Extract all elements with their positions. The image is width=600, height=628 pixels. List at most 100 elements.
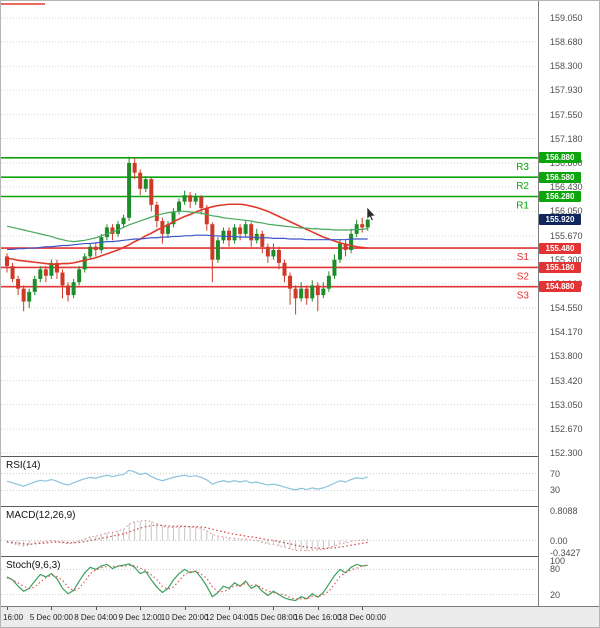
- price-tick-label: 158.680: [550, 36, 583, 47]
- stoch-tick-label: 100: [550, 556, 566, 566]
- candle-up[interactable]: [38, 269, 43, 279]
- candle-down[interactable]: [138, 172, 143, 189]
- candle-up[interactable]: [177, 201, 182, 212]
- candle-up[interactable]: [71, 282, 76, 296]
- candle-up[interactable]: [27, 291, 32, 302]
- candle-down[interactable]: [282, 262, 287, 276]
- stoch-pane[interactable]: Stoch(9,6,3): [1, 556, 538, 606]
- candle-up[interactable]: [321, 288, 326, 296]
- time-tick-mark: [273, 607, 275, 610]
- price-tick-label: 154.550: [550, 302, 583, 313]
- candle-down[interactable]: [149, 179, 154, 205]
- candle-up[interactable]: [271, 249, 276, 257]
- support-price-tag: 155.480: [539, 242, 581, 254]
- price-tick-label: 156.430: [550, 181, 583, 192]
- candle-down[interactable]: [260, 233, 265, 247]
- candle-down[interactable]: [110, 227, 115, 234]
- candle-down[interactable]: [304, 288, 309, 299]
- candle-down[interactable]: [210, 224, 215, 260]
- candle-down[interactable]: [93, 246, 98, 250]
- candle-down[interactable]: [238, 227, 243, 234]
- candle-down[interactable]: [54, 262, 59, 273]
- rsi-pane[interactable]: RSI(14): [1, 456, 538, 506]
- candle-up[interactable]: [143, 179, 148, 189]
- candle-down[interactable]: [60, 272, 65, 286]
- candle-down[interactable]: [276, 249, 281, 263]
- macd-pane[interactable]: MACD(12,26,9): [1, 506, 538, 556]
- candle-down[interactable]: [360, 224, 365, 228]
- candle-up[interactable]: [243, 224, 248, 234]
- time-tick-label: 16 Dec 16:00: [294, 613, 342, 622]
- price-tick-label: 157.180: [550, 133, 583, 144]
- candle-up[interactable]: [99, 237, 104, 250]
- candle-up[interactable]: [232, 227, 237, 241]
- resistance-label: R2: [516, 181, 529, 192]
- candle-down[interactable]: [66, 285, 71, 296]
- rsi-label: RSI(14): [6, 460, 41, 471]
- price-tick-label: 158.300: [550, 61, 583, 72]
- rsi-tick-label: 70: [550, 468, 561, 479]
- stoch-tick-label: 20: [550, 589, 561, 600]
- candle-up[interactable]: [165, 224, 170, 234]
- candle-up[interactable]: [121, 217, 126, 225]
- price-tick-label: 155.670: [550, 230, 583, 241]
- macd-canvas[interactable]: [1, 507, 538, 556]
- candle-down[interactable]: [199, 196, 204, 209]
- candle-up[interactable]: [365, 219, 370, 228]
- candle-up[interactable]: [127, 162, 132, 218]
- candle-up[interactable]: [332, 259, 337, 276]
- candle-up[interactable]: [171, 211, 176, 225]
- price-tick-label: 156.050: [550, 206, 583, 217]
- candle-up[interactable]: [77, 269, 82, 283]
- candle-down[interactable]: [204, 208, 209, 225]
- candle-up[interactable]: [82, 256, 87, 270]
- candle-up[interactable]: [310, 285, 315, 299]
- candle-down[interactable]: [343, 243, 348, 250]
- candle-down[interactable]: [21, 288, 26, 302]
- candle-down[interactable]: [249, 224, 254, 241]
- candle-up[interactable]: [104, 227, 109, 238]
- candle-up[interactable]: [338, 243, 342, 260]
- candle-up[interactable]: [32, 278, 37, 292]
- time-tick-label: 16:00: [3, 613, 24, 622]
- candle-up[interactable]: [193, 196, 198, 202]
- candle-down[interactable]: [154, 204, 159, 221]
- time-tick-mark: [229, 607, 230, 610]
- ma-red: [6, 203, 368, 265]
- cursor-icon: [366, 206, 376, 222]
- candle-down[interactable]: [132, 162, 137, 173]
- candle-down[interactable]: [43, 269, 48, 276]
- candle-up[interactable]: [116, 224, 120, 234]
- candle-up[interactable]: [349, 233, 354, 250]
- candle-down[interactable]: [293, 288, 298, 299]
- candle-down[interactable]: [5, 256, 9, 267]
- time-tick-mark: [140, 607, 142, 610]
- candle-up[interactable]: [254, 233, 259, 241]
- macd-tick-label: -0.3427: [550, 548, 581, 558]
- candle-down[interactable]: [10, 266, 15, 279]
- candle-down[interactable]: [288, 275, 293, 289]
- candle-down[interactable]: [16, 278, 21, 289]
- time-tick-label: 5 Dec 00:00: [29, 613, 73, 622]
- price-tick-label: 153.050: [550, 399, 583, 410]
- candle-up[interactable]: [49, 262, 54, 276]
- time-tick-label: 8 Dec 04:00: [74, 613, 118, 622]
- candle-up[interactable]: [221, 230, 226, 241]
- candle-up[interactable]: [182, 195, 187, 202]
- candle-up[interactable]: [88, 246, 93, 257]
- candle-up[interactable]: [215, 240, 220, 260]
- time-tick-label: 18 Dec 00:00: [338, 613, 386, 622]
- candle-up[interactable]: [326, 275, 331, 289]
- candle-down[interactable]: [265, 246, 270, 257]
- time-tick-label: 15 Dec 08:00: [249, 613, 298, 622]
- price-pane[interactable]: R3 R2 R1 S1 S2 S3: [1, 1, 538, 456]
- rsi-canvas[interactable]: [1, 457, 538, 506]
- resistance-label: R1: [516, 201, 529, 212]
- candle-up[interactable]: [299, 288, 304, 299]
- price-chart-canvas[interactable]: R3 R2 R1 S1 S2 S3: [1, 1, 538, 456]
- stoch-canvas[interactable]: [1, 557, 538, 606]
- candle-down[interactable]: [315, 285, 320, 296]
- candle-down[interactable]: [227, 230, 231, 241]
- current-price-tag: 155.920: [539, 214, 581, 226]
- candle-down[interactable]: [188, 195, 193, 202]
